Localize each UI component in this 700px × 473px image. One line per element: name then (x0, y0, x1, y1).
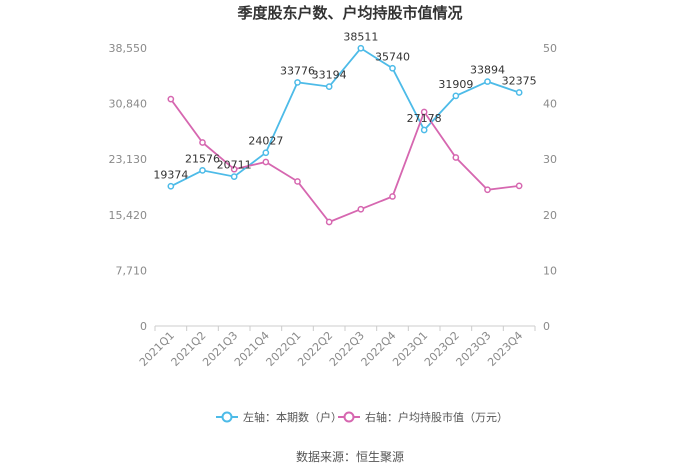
y-left-tick-label: 7,710 (116, 264, 148, 277)
series-points (167, 44, 523, 226)
legend-label-1: 右轴：户均持股市值（万元） (365, 410, 508, 424)
data-point-0 (262, 149, 270, 157)
data-point-1 (484, 186, 491, 194)
data-point-0 (325, 83, 333, 90)
y-left-tick-label: 15,420 (109, 209, 148, 222)
data-label: 33894 (470, 64, 505, 77)
data-point-1 (262, 158, 270, 166)
data-label: 27178 (407, 112, 442, 125)
data-label: 33194 (312, 69, 347, 82)
data-point-0 (452, 92, 460, 100)
data-point-1 (357, 205, 365, 213)
y-right-tick-label: 0 (543, 320, 550, 333)
source-text: 数据来源：恒生聚源 (296, 449, 404, 464)
data-label: 35740 (375, 50, 410, 63)
data-point-1 (294, 178, 301, 185)
x-tick-label: 2023Q4 (485, 329, 525, 369)
legend: 左轴：本期数（户） 右轴：户均持股市值（万元） (216, 410, 508, 424)
data-point-0 (420, 126, 428, 134)
y-right-tick-label: 40 (543, 98, 557, 111)
data-label: 19374 (153, 168, 188, 181)
y-right-tick-label: 10 (543, 264, 557, 277)
data-label: 31909 (438, 78, 473, 91)
data-point-0 (515, 89, 523, 96)
y-left-tick-label: 38,550 (109, 42, 148, 55)
data-label: 21576 (185, 152, 220, 165)
data-point-1 (420, 108, 428, 116)
data-label: 20711 (217, 159, 252, 172)
data-label: 32375 (502, 75, 537, 88)
legend-label-0: 左轴：本期数（户） (243, 410, 342, 424)
data-point-1 (389, 193, 396, 200)
legend-marker-1 (343, 411, 355, 423)
data-point-1 (325, 218, 333, 226)
chart-title: 季度股东户数、户均持股市值情况 (237, 4, 462, 22)
data-point-0 (389, 64, 396, 72)
data-point-0 (199, 167, 206, 174)
data-point-1 (230, 165, 238, 173)
data-point-0 (357, 44, 365, 52)
data-label: 38511 (343, 30, 378, 43)
data-point-1 (452, 154, 460, 161)
y-left-tick-label: 0 (140, 320, 147, 333)
series-line-0 (170, 47, 520, 188)
y-right-tick-label: 50 (543, 42, 557, 55)
y-right-tick-label: 20 (543, 209, 557, 222)
data-point-1 (515, 182, 523, 190)
series-line-1 (170, 98, 520, 224)
data-point-1 (199, 139, 206, 146)
data-point-0 (484, 78, 491, 85)
data-label: 33776 (280, 64, 315, 77)
y-left-tick-label: 30,840 (109, 98, 148, 111)
data-point-0 (230, 173, 238, 180)
axes: 0 7,710 15,420 23,130 30,840 38,550 0 10 20 30 40 5… (109, 42, 558, 369)
data-point-0 (294, 79, 301, 86)
data-point-0 (167, 182, 175, 190)
data-label: 24027 (248, 135, 283, 148)
data-point-1 (167, 95, 175, 103)
y-right-tick-label: 30 (543, 153, 557, 166)
legend-marker-0 (221, 411, 233, 423)
series-lines (170, 47, 520, 224)
y-left-tick-label: 23,130 (109, 153, 148, 166)
